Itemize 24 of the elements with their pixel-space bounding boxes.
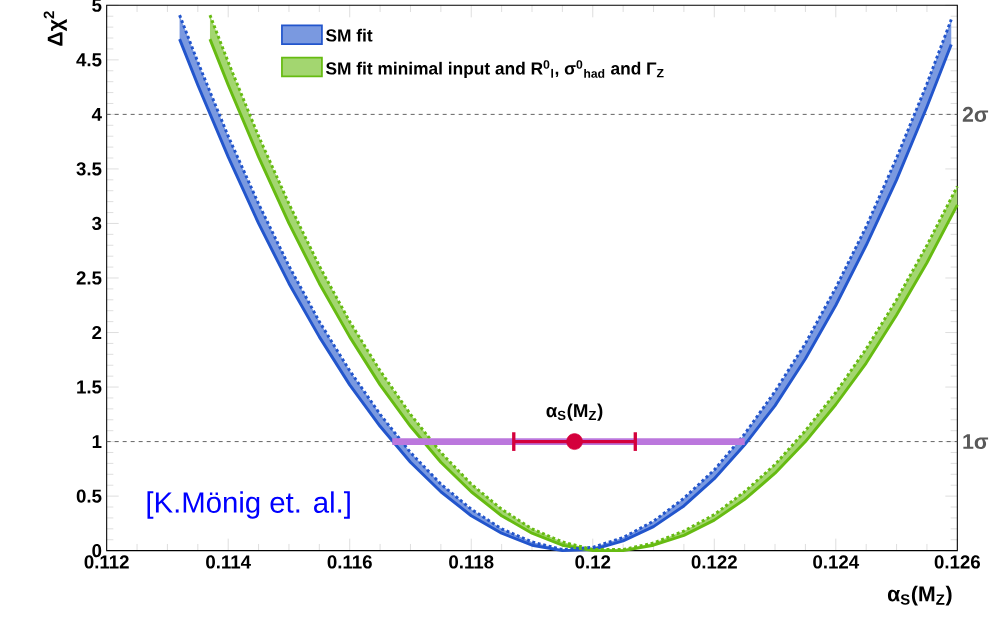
- annotation: [K.Mönig et. al.]: [147, 491, 350, 519]
- x-tick-label: 0.12: [575, 555, 611, 569]
- y-tick-label: 4.5: [76, 53, 102, 67]
- ref-line-label: 1σ: [963, 433, 989, 449]
- legend-label: SM fit: [325, 28, 373, 42]
- x-tick-label: 0.114: [206, 555, 251, 569]
- x-tick-label: 0.116: [327, 555, 372, 569]
- annotation: α$_{S}$(M$_{Z}$): [546, 403, 603, 421]
- y-tick-label: 0.5: [76, 489, 102, 503]
- y-tick-label: 1: [92, 435, 102, 448]
- x-tick-label: 0.122: [691, 555, 737, 569]
- legend-label: SM fit minimal input and R$^{0}$$_{l}$, σ$^{0}$$_{had}$ and Γ$_{Z}$: [325, 60, 664, 78]
- x-tick-label: 0.126: [934, 555, 980, 569]
- x-axis-title: α$_{S}$(M$_{Z}$): [887, 585, 952, 606]
- x-tick-label: 0.124: [813, 555, 860, 569]
- ref-line-label: 2σ: [962, 106, 989, 122]
- y-tick-label: 3: [92, 216, 102, 230]
- y-tick-label: 2.5: [76, 271, 102, 285]
- y-tick-label: 4: [91, 107, 102, 121]
- y-tick-label: 3.5: [76, 162, 102, 176]
- y-tick-label: 2: [92, 325, 102, 339]
- y-axis-title: Δχ$^{2}$: [43, 11, 67, 46]
- y-tick-label: 1.5: [77, 380, 102, 394]
- x-tick-label: 0.118: [449, 555, 494, 569]
